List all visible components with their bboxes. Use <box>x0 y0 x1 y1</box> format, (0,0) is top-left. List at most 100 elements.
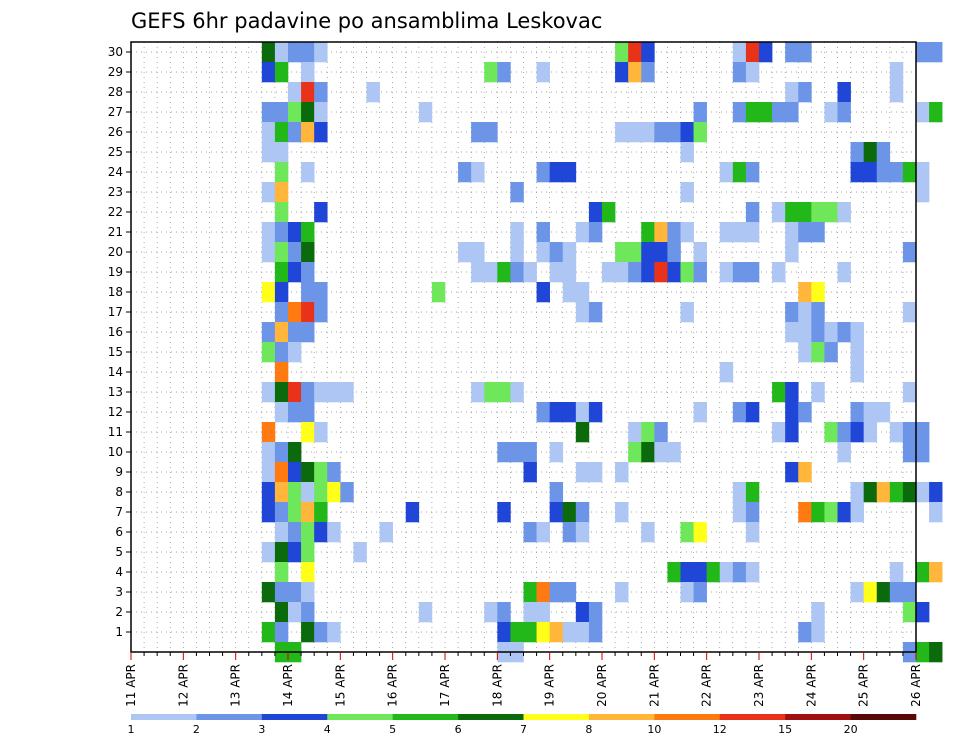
heatmap-cell <box>863 422 878 443</box>
heatmap-cell <box>876 162 891 183</box>
heatmap-cell <box>562 402 577 423</box>
heatmap-cell <box>288 542 302 563</box>
heatmap-cell <box>902 442 917 463</box>
heatmap-cell <box>379 522 393 543</box>
heatmap-cell <box>641 122 655 143</box>
heatmap-cell <box>575 622 590 643</box>
heatmap-cell <box>562 522 577 543</box>
y-tick-label: 20 <box>108 245 123 259</box>
heatmap-cell <box>824 502 838 523</box>
heatmap-cell <box>274 582 289 603</box>
y-tick-label: 23 <box>108 185 123 199</box>
heatmap-cell <box>549 622 564 643</box>
heatmap-cell <box>837 422 851 443</box>
heatmap-cell <box>301 302 315 323</box>
heatmap-cell <box>732 162 747 183</box>
heatmap-cell <box>837 322 851 343</box>
heatmap-cell <box>680 182 694 203</box>
y-tick-label: 21 <box>108 225 123 239</box>
heatmap-cell <box>889 82 904 103</box>
heatmap-cell <box>536 62 550 83</box>
heatmap-cell <box>798 42 812 63</box>
heatmap-cell <box>510 262 524 283</box>
x-tick-label: 11 APR <box>124 664 138 707</box>
heatmap-cell <box>667 222 681 243</box>
heatmap-cell <box>536 222 550 243</box>
heatmap-cell <box>719 562 734 583</box>
heatmap-cell <box>288 122 302 143</box>
x-tick-label: 17 APR <box>438 664 452 707</box>
heatmap-cell <box>274 442 289 463</box>
heatmap-cell <box>327 622 341 643</box>
heatmap-cell <box>314 202 328 223</box>
colorbar-label: 5 <box>389 723 396 736</box>
heatmap-cell <box>811 302 825 323</box>
heatmap-cell <box>680 122 694 143</box>
heatmap-cell <box>314 282 328 303</box>
heatmap-cell <box>274 622 289 643</box>
heatmap-cell <box>314 302 328 323</box>
heatmap-cell <box>327 382 341 403</box>
heatmap-cell <box>288 322 302 343</box>
heatmap-cell <box>301 322 315 343</box>
heatmap-cell <box>641 42 655 63</box>
heatmap-cell <box>261 102 276 123</box>
heatmap-cell <box>667 442 681 463</box>
heatmap-cell <box>301 502 315 523</box>
heatmap-cell <box>536 242 550 263</box>
heatmap-cell <box>301 622 315 643</box>
heatmap-cell <box>641 522 655 543</box>
heatmap-cell <box>641 242 655 263</box>
colorbar: 1 2 3 4 5 6 7 8 10 12 15 20 <box>128 714 917 736</box>
heatmap-cell <box>575 502 590 523</box>
heatmap-cell <box>274 102 289 123</box>
heatmap-cell <box>929 562 943 583</box>
heatmap-cell <box>301 82 315 103</box>
heatmap-cell <box>732 402 747 423</box>
heatmap-cell <box>536 162 550 183</box>
heatmap-cell <box>288 602 302 623</box>
colorbar-segment <box>261 714 328 720</box>
heatmap-cell <box>274 462 289 483</box>
heatmap-cell <box>615 582 629 603</box>
heatmap-cell <box>261 182 276 203</box>
heatmap-cell <box>785 242 799 263</box>
heatmap-cell <box>693 262 707 283</box>
x-tick-label: 19 APR <box>543 664 557 707</box>
heatmap-cell <box>850 142 864 163</box>
heatmap-cell <box>562 622 577 643</box>
heatmap-cell <box>785 202 799 223</box>
heatmap-cell <box>798 342 812 363</box>
heatmap-cell <box>759 102 773 123</box>
heatmap-cell <box>261 342 276 363</box>
heatmap-cell <box>916 42 930 63</box>
heatmap-cell <box>274 362 289 383</box>
heatmap-cell <box>588 602 603 623</box>
heatmap-cell <box>588 202 603 223</box>
heatmap-cell <box>301 542 315 563</box>
chart-title: GEFS 6hr padavine po ansamblima Leskovac <box>131 9 602 33</box>
heatmap-cell <box>719 222 734 243</box>
heatmap-cell <box>785 382 799 403</box>
heatmap-cell <box>680 522 694 543</box>
heatmap-cell <box>902 482 917 503</box>
heatmap-cell <box>732 482 747 503</box>
heatmap-cell <box>916 162 930 183</box>
heatmap-cell <box>327 522 341 543</box>
heatmap-cell <box>772 202 786 223</box>
colorbar-label: 7 <box>520 723 527 736</box>
colorbar-segment <box>654 714 721 720</box>
x-tick-label: 20 APR <box>595 664 609 707</box>
colorbar-segment <box>131 714 197 720</box>
y-tick-label: 28 <box>108 85 123 99</box>
heatmap-cell <box>850 162 864 183</box>
heatmap-cell <box>615 262 629 283</box>
heatmap-cell <box>575 602 590 623</box>
heatmap-cell <box>562 262 577 283</box>
heatmap-cell <box>719 162 734 183</box>
heatmap-cell <box>458 242 472 263</box>
heatmap-cell <box>549 402 564 423</box>
heatmap-cell <box>876 582 891 603</box>
heatmap-cell <box>693 102 707 123</box>
heatmap-cell <box>929 502 943 523</box>
